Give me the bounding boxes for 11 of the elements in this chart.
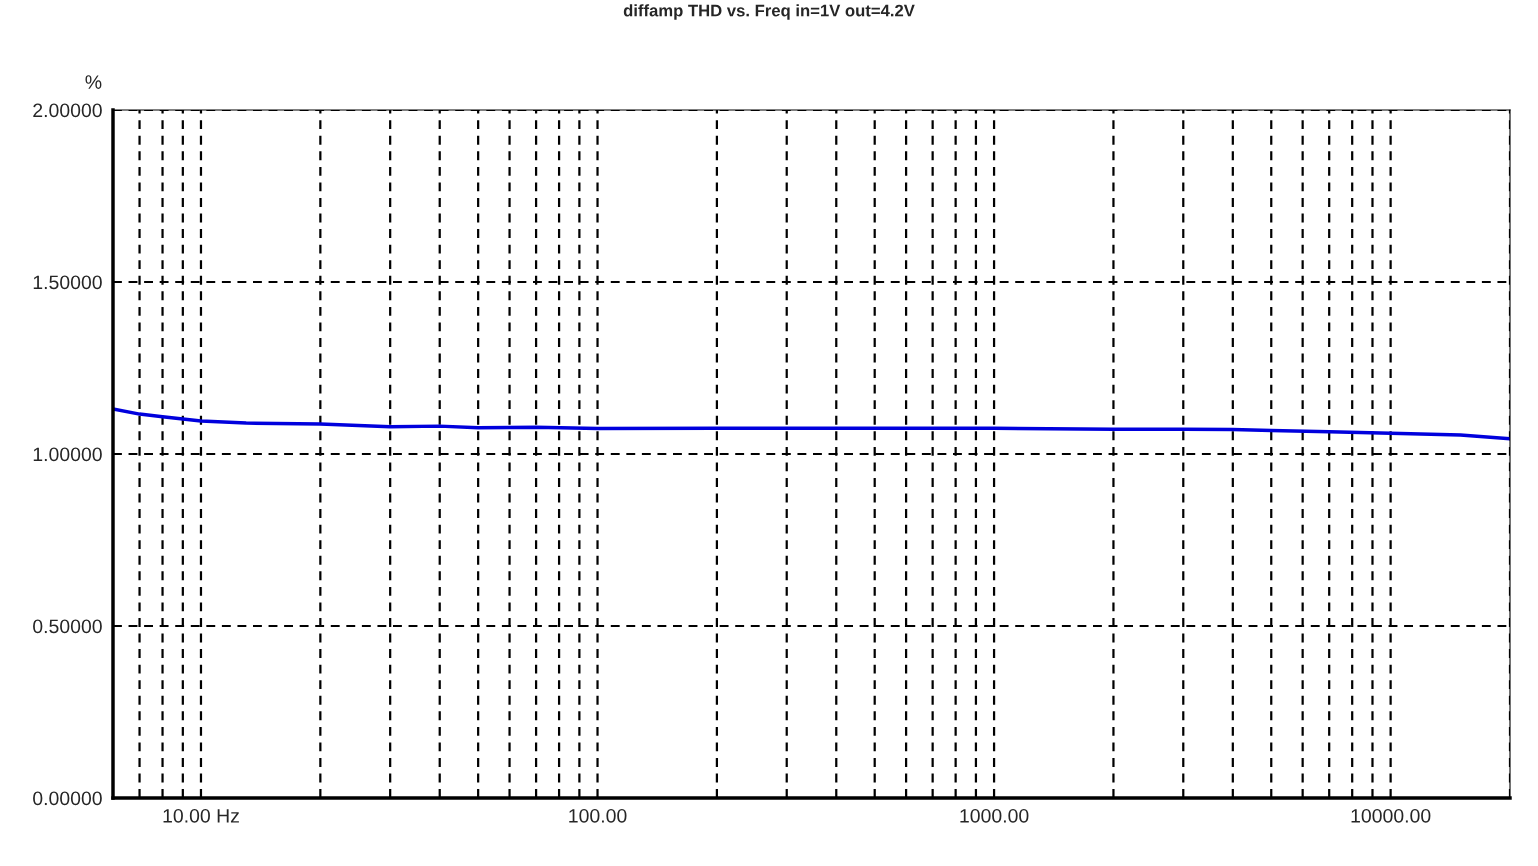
x-tick-label: 10.00 Hz [163, 808, 239, 823]
x-tick-label: 100.00 [569, 808, 627, 823]
chart-title: diffamp THD vs. Freq in=1V out=4.2V [623, 4, 915, 20]
y-tick-label: 1.00000 [33, 447, 102, 462]
x-tick-label: 1000.00 [960, 808, 1029, 823]
y-tick-label: 2.00000 [33, 103, 102, 118]
y-tick-label: 0.00000 [33, 791, 102, 806]
y-tick-label: 1.50000 [33, 275, 102, 290]
x-tick-label: 10000.00 [1351, 808, 1431, 823]
y-axis-title: % [85, 75, 102, 89]
y-tick-label: 0.50000 [33, 619, 102, 634]
